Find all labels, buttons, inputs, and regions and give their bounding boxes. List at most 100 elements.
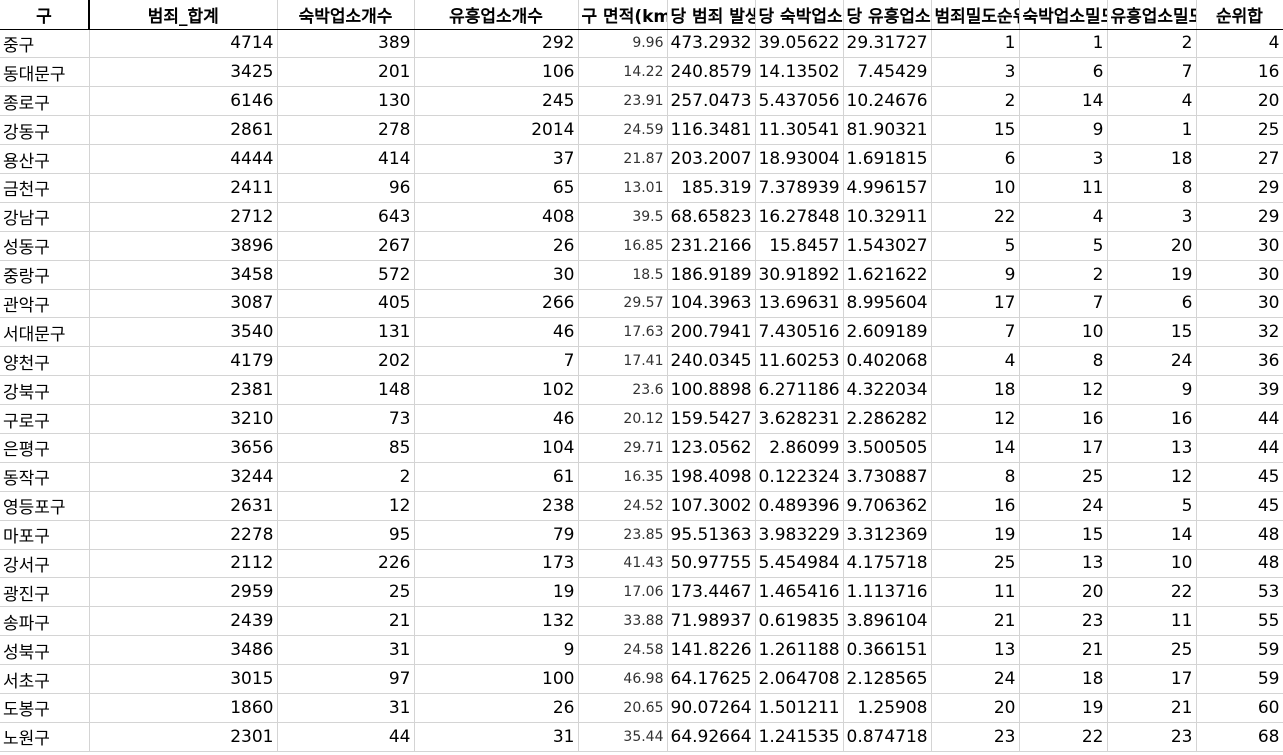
table-cell[interactable]: 송파구 [0,606,90,637]
table-cell[interactable]: 44 [1196,433,1283,463]
table-cell[interactable]: 123.0562 [667,433,756,463]
table-cell[interactable]: 7 [1019,289,1108,319]
table-cell[interactable]: 성동구 [0,231,90,261]
table-cell[interactable]: 7 [1107,57,1197,88]
table-cell[interactable]: 21 [931,606,1020,637]
table-cell[interactable]: 17.41 [578,346,668,377]
table-cell[interactable]: 2712 [89,202,278,232]
table-cell[interactable]: 1.241535 [755,722,844,752]
table-cell[interactable]: 20.12 [578,404,668,434]
table-cell[interactable]: 36 [1196,346,1283,377]
table-cell[interactable]: 46 [414,404,579,434]
table-cell[interactable]: 198.4098 [667,462,756,492]
table-cell[interactable]: 1 [1019,29,1108,59]
table-cell[interactable]: 6146 [89,86,278,117]
table-cell[interactable]: 18 [1107,144,1197,174]
table-cell[interactable]: 3.983229 [755,520,844,550]
table-cell[interactable]: 29.57 [578,289,668,319]
table-cell[interactable]: 5.437056 [755,86,844,117]
table-cell[interactable]: 14.22 [578,57,668,88]
table-cell[interactable]: 7 [414,346,579,377]
table-cell[interactable]: 31 [277,693,415,723]
table-cell[interactable]: 102 [414,375,579,406]
table-cell[interactable]: 45 [1196,462,1283,492]
table-cell[interactable]: 97 [277,664,415,694]
table-cell[interactable]: 35.44 [578,722,668,752]
table-cell[interactable]: 동작구 [0,462,90,492]
table-cell[interactable]: 2278 [89,520,278,550]
table-cell[interactable]: 1.465416 [755,577,844,608]
table-cell[interactable]: 8 [1019,346,1108,377]
table-cell[interactable]: 3.312369 [843,520,932,550]
table-cell[interactable]: 173 [414,549,579,579]
table-cell[interactable]: 4.175718 [843,549,932,579]
table-cell[interactable]: 4.322034 [843,375,932,406]
table-cell[interactable]: 141.8226 [667,635,756,666]
table-cell[interactable]: 17 [1019,433,1108,463]
table-cell[interactable]: 17.63 [578,317,668,348]
table-cell[interactable]: 3.896104 [843,606,932,637]
table-cell[interactable]: 4 [1019,202,1108,232]
table-cell[interactable]: 11.30541 [755,115,844,146]
table-cell[interactable]: 14 [1019,86,1108,117]
table-cell[interactable]: 96 [277,173,415,203]
table-cell[interactable]: 2861 [89,115,278,146]
table-cell[interactable]: 24 [1107,346,1197,377]
table-cell[interactable]: 22 [1019,722,1108,752]
table-cell[interactable]: 16 [931,491,1020,521]
table-cell[interactable]: 10 [931,173,1020,203]
table-cell[interactable]: 24 [931,664,1020,694]
table-cell[interactable]: 13.01 [578,173,668,203]
table-cell[interactable]: 226 [277,549,415,579]
table-cell[interactable]: 3087 [89,289,278,319]
table-cell[interactable]: 6 [1019,57,1108,88]
table-cell[interactable]: 광진구 [0,577,90,608]
table-cell[interactable]: 60 [1196,693,1283,723]
table-cell[interactable]: 2439 [89,606,278,637]
table-cell[interactable]: 33.88 [578,606,668,637]
table-cell[interactable]: 32 [1196,317,1283,348]
table-cell[interactable]: 2.86099 [755,433,844,463]
table-cell[interactable]: 25 [1107,635,1197,666]
table-cell[interactable]: 3540 [89,317,278,348]
table-cell[interactable]: 48 [1196,549,1283,579]
table-cell[interactable]: 31 [414,722,579,752]
table-cell[interactable]: 14.13502 [755,57,844,88]
table-cell[interactable]: 245 [414,86,579,117]
table-cell[interactable]: 100.8898 [667,375,756,406]
column-header[interactable]: 범죄_합계 [89,0,278,30]
table-cell[interactable]: 3486 [89,635,278,666]
table-cell[interactable]: 240.0345 [667,346,756,377]
table-cell[interactable]: 4 [1196,29,1283,59]
table-cell[interactable]: 0.366151 [843,635,932,666]
table-cell[interactable]: 18.93004 [755,144,844,174]
table-cell[interactable]: 23.91 [578,86,668,117]
table-cell[interactable]: 238 [414,491,579,521]
table-cell[interactable]: 405 [277,289,415,319]
column-header[interactable]: 당 범죄 발생 [667,0,756,30]
table-cell[interactable]: 81.90321 [843,115,932,146]
table-cell[interactable]: 3425 [89,57,278,88]
table-cell[interactable]: 116.3481 [667,115,756,146]
table-cell[interactable]: 9.706362 [843,491,932,521]
table-cell[interactable]: 10.32911 [843,202,932,232]
table-cell[interactable]: 24.59 [578,115,668,146]
table-cell[interactable]: 13 [931,635,1020,666]
table-cell[interactable]: 39 [1196,375,1283,406]
table-cell[interactable]: 68 [1196,722,1283,752]
table-cell[interactable]: 3015 [89,664,278,694]
table-cell[interactable]: 55 [1196,606,1283,637]
column-header[interactable]: 구 면적(km [578,0,668,30]
table-cell[interactable]: 18.5 [578,260,668,290]
table-cell[interactable]: 68.65823 [667,202,756,232]
table-cell[interactable]: 59 [1196,664,1283,694]
table-cell[interactable]: 39.5 [578,202,668,232]
table-cell[interactable]: 19 [931,520,1020,550]
table-cell[interactable]: 9 [931,260,1020,290]
table-cell[interactable]: 16 [1107,404,1197,434]
table-cell[interactable]: 20 [1019,577,1108,608]
table-cell[interactable]: 23.6 [578,375,668,406]
table-cell[interactable]: 17 [931,289,1020,319]
table-cell[interactable]: 23 [931,722,1020,752]
table-cell[interactable]: 21 [1107,693,1197,723]
